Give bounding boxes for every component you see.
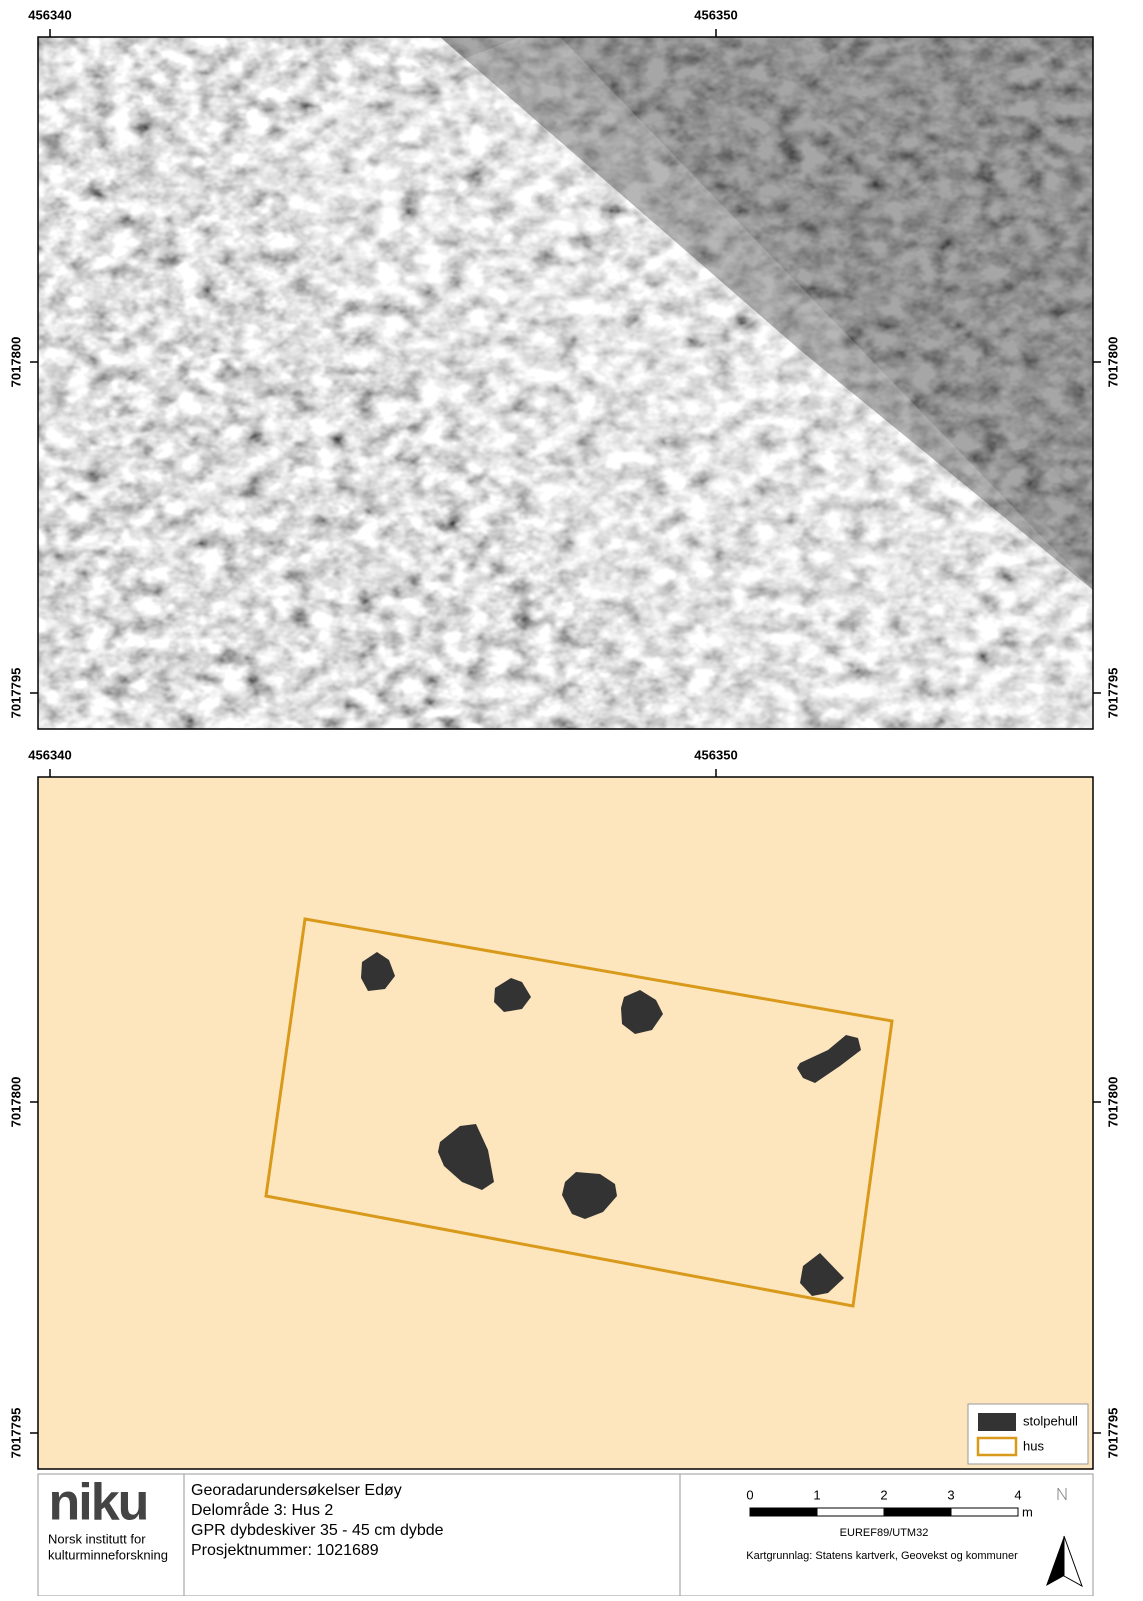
scale-unit: m bbox=[1022, 1504, 1033, 1519]
logo: niku bbox=[49, 1474, 148, 1532]
institution-line: kulturminneforskning bbox=[48, 1547, 168, 1562]
source: Kartgrunnlag: Statens kartverk, Geovekst… bbox=[746, 1550, 1018, 1562]
y-tick-label: 7017795 bbox=[8, 1408, 23, 1459]
title-line: Georadarundersøkelser Edøy bbox=[191, 1482, 402, 1499]
x-tick-label: 456340 bbox=[28, 7, 71, 22]
x-tick-label: 456350 bbox=[694, 7, 737, 22]
y-tick-label: 7017800 bbox=[1105, 337, 1120, 388]
title-line: Prosjektnummer: 1021689 bbox=[191, 1542, 379, 1559]
legend-swatch bbox=[978, 1413, 1016, 1431]
y-tick-label: 7017795 bbox=[8, 668, 23, 719]
y-tick-label: 7017800 bbox=[8, 337, 23, 388]
title-line: GPR dybdeskiver 35 - 45 cm dybde bbox=[191, 1522, 444, 1539]
title-block: niku Norsk institutt for kulturminnefors… bbox=[38, 1474, 1093, 1596]
y-tick-label: 7017795 bbox=[1105, 1408, 1120, 1459]
map-frame bbox=[38, 777, 1093, 1469]
scale-segment bbox=[884, 1508, 951, 1516]
scale-segment bbox=[750, 1508, 817, 1516]
title-line: Delområde 3: Hus 2 bbox=[191, 1501, 333, 1519]
y-tick-label: 7017800 bbox=[1105, 1077, 1120, 1128]
scale-segment bbox=[817, 1508, 884, 1516]
scale-label: 0 bbox=[746, 1487, 753, 1502]
legend: stolpehull hus bbox=[968, 1404, 1088, 1464]
x-tick-label: 456350 bbox=[694, 747, 737, 762]
legend-label: hus bbox=[1023, 1438, 1044, 1453]
scale-label: 4 bbox=[1014, 1487, 1021, 1502]
gpr-image bbox=[38, 37, 1093, 729]
map-sheet: stolpehull hus niku Norsk institutt for … bbox=[0, 0, 1143, 1596]
projection: EUREF89/UTM32 bbox=[840, 1527, 929, 1539]
y-tick-label: 7017795 bbox=[1105, 668, 1120, 719]
y-tick-label: 7017800 bbox=[8, 1077, 23, 1128]
scale-label: 2 bbox=[880, 1487, 887, 1502]
scale-label: 3 bbox=[947, 1487, 954, 1502]
scale-label: 1 bbox=[813, 1487, 820, 1502]
scale-segment bbox=[951, 1508, 1018, 1516]
institution-line: Norsk institutt for bbox=[48, 1531, 146, 1546]
x-tick-label: 456340 bbox=[28, 747, 71, 762]
legend-label: stolpehull bbox=[1023, 1413, 1078, 1428]
